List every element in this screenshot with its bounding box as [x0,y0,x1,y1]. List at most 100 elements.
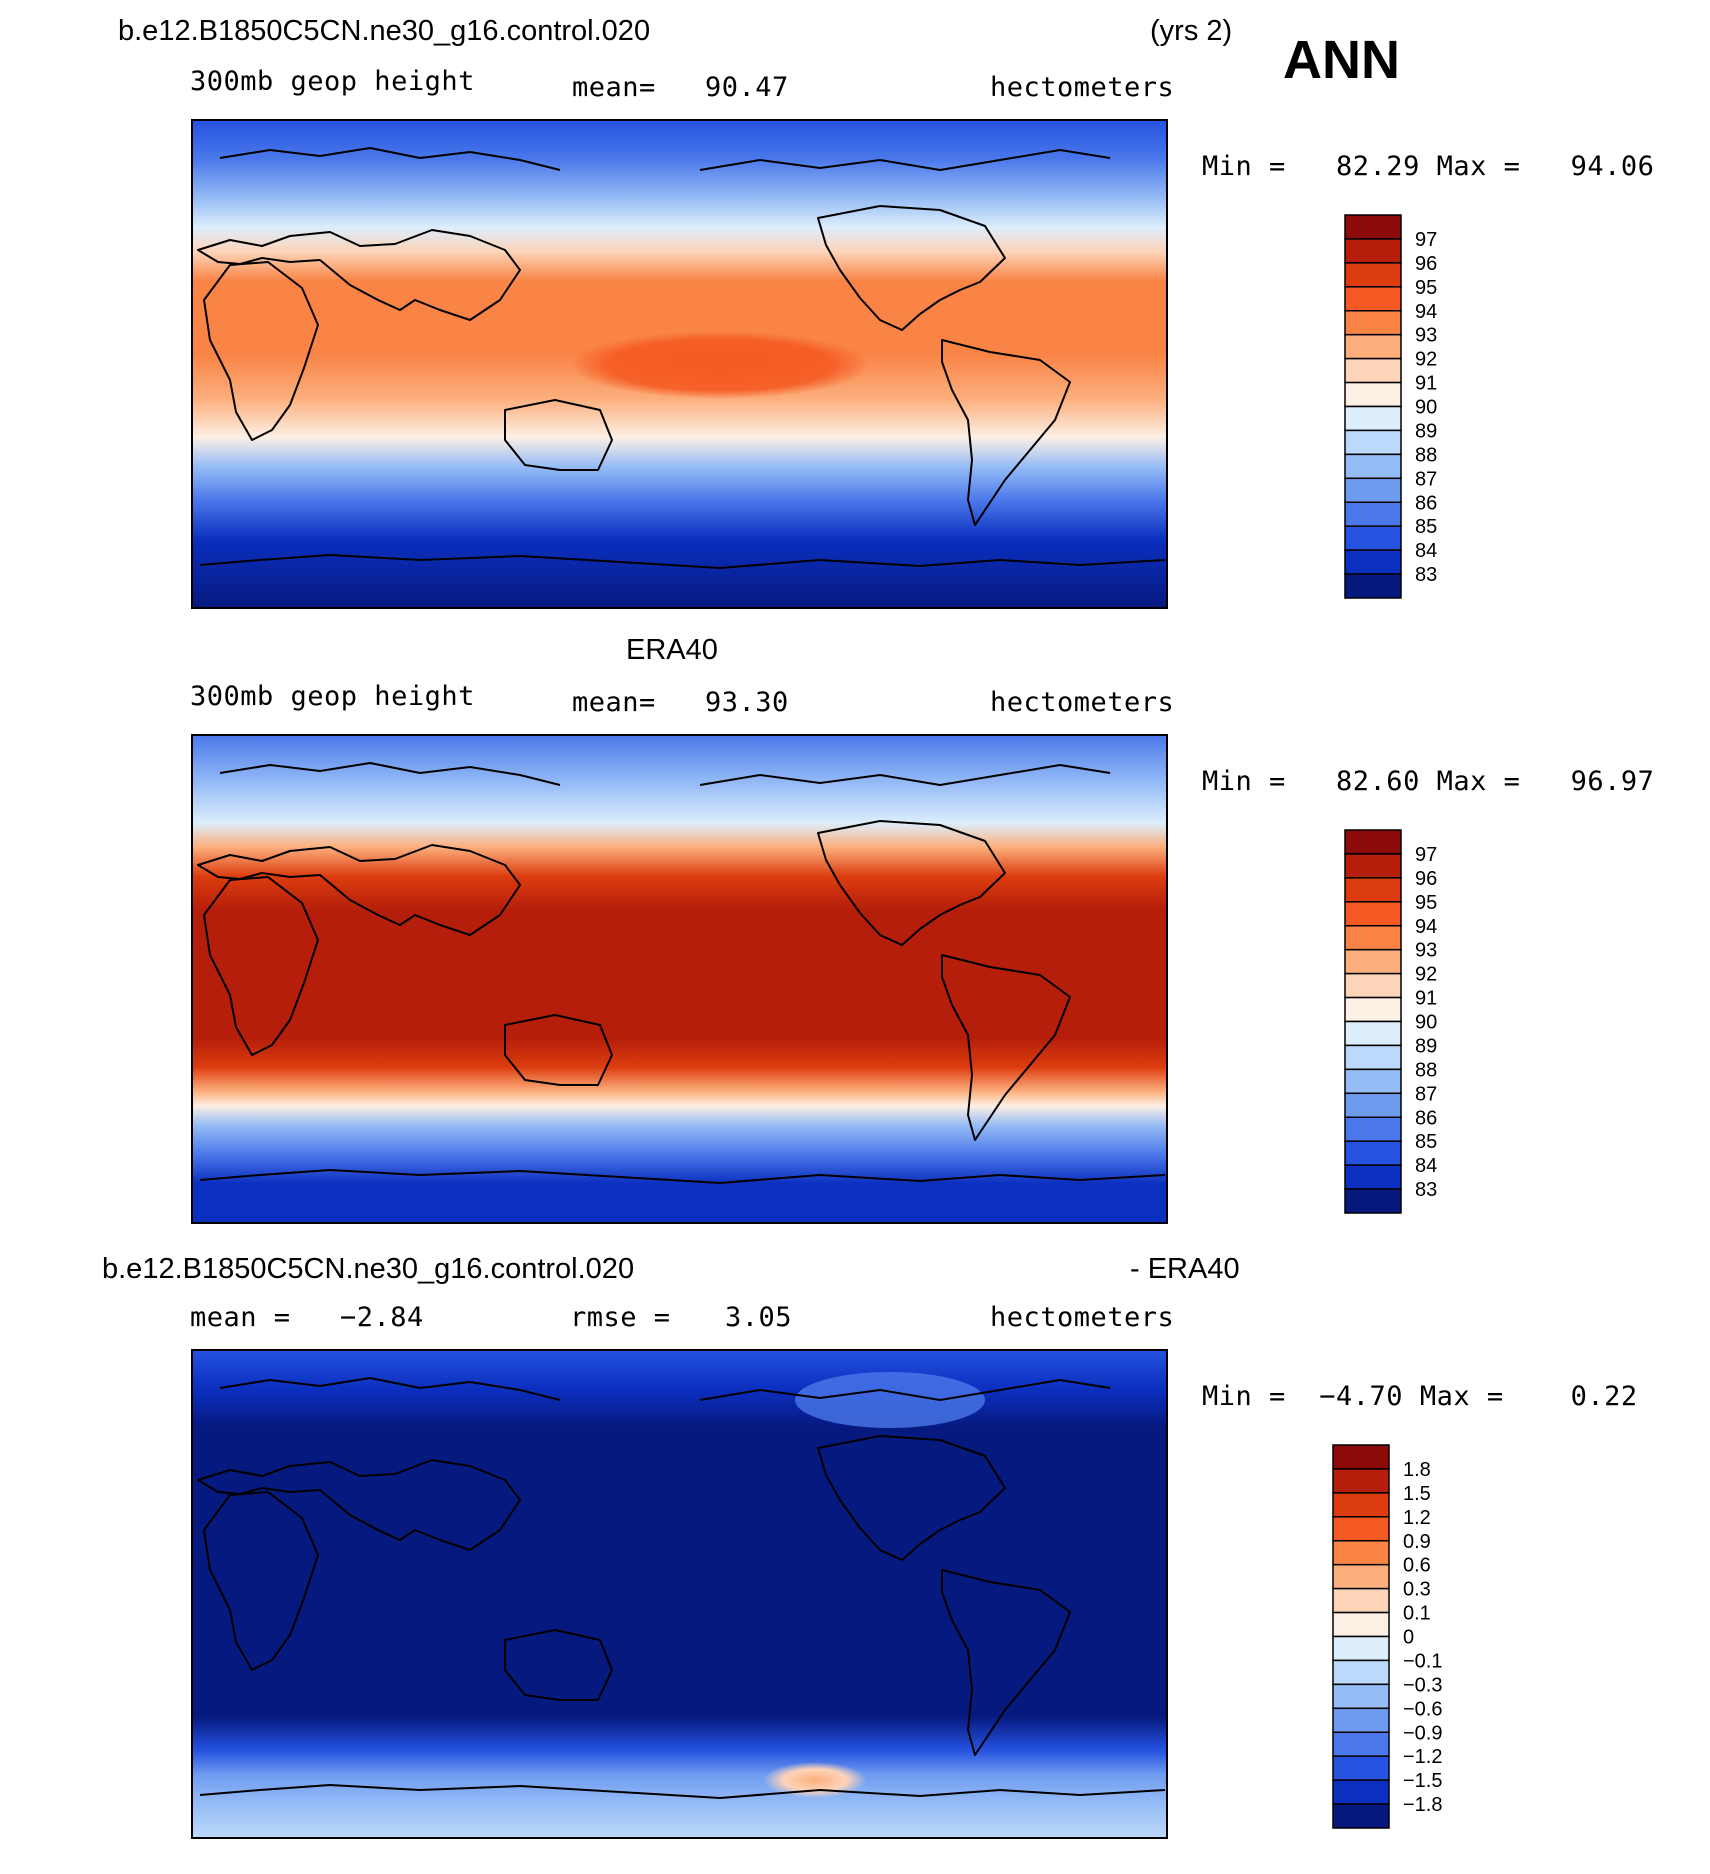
arctic-anomaly [795,1372,985,1428]
colorbar-box [1344,996,1402,1023]
panel-title: b.e12.B1850C5CN.ne30_g16.control.020 [118,15,650,47]
colorbar-label: −0.3 [1403,1674,1442,1696]
map-frame [191,119,1168,609]
colorbar-box [1332,1779,1390,1805]
colorbar-box [1332,1707,1390,1733]
colorbar-box [1344,549,1402,575]
colorbar-label: 90 [1415,1012,1437,1034]
colorbar-box [1332,1516,1390,1542]
colorbar-box [1344,262,1402,288]
colorbar-label: 1.5 [1403,1483,1431,1505]
panel-model: b.e12.B1850C5CN.ne30_g16.control.020 (yr… [118,15,1654,609]
colorbar-box [1344,357,1402,384]
colorbar-label: 88 [1415,444,1437,466]
colorbar-box [1344,453,1402,480]
colorbar: 1.81.51.20.90.60.30.10−0.1−0.3−0.6−0.9−1… [1332,1444,1442,1829]
colorbar-label: 0 [1403,1627,1414,1649]
colorbar-label: 85 [1415,1131,1437,1153]
colorbar-label: −0.6 [1403,1698,1442,1720]
colorbar-box [1332,1563,1390,1590]
colorbar-box [1344,925,1402,951]
colorbar-label: 94 [1415,301,1437,323]
colorbar-box [1344,238,1402,264]
colorbar-label: −0.9 [1403,1722,1442,1744]
colorbar-label: −0.1 [1403,1650,1442,1672]
coastlines [197,1377,1166,1799]
variable-label: 300mb geop height [190,66,475,97]
panel-difference: b.e12.B1850C5CN.ne30_g16.control.020 - E… [102,1253,1638,1839]
colorbar-box [1344,948,1402,975]
season-label: ANN [1283,30,1400,90]
min-max-text: Min = −4.70 Max = 0.22 [1202,1381,1638,1412]
panel-title: ERA40 [626,634,718,666]
mean-value: −2.84 [340,1302,424,1333]
colorbar-label: 1.8 [1403,1459,1431,1481]
colorbar-label: −1.5 [1403,1770,1442,1792]
colorbar-box [1344,829,1402,855]
colorbar-label: 86 [1415,492,1437,514]
colorbar-box [1332,1468,1390,1494]
colorbar-label: 92 [1415,349,1437,371]
colorbar-box [1332,1492,1390,1518]
colorbar-box [1344,877,1402,903]
panel-title-right: - ERA40 [1130,1253,1240,1285]
colorbar-label: 90 [1415,397,1437,419]
colorbar-box [1344,1188,1402,1214]
colorbar-label: 91 [1415,988,1437,1010]
colorbar-box [1344,1164,1402,1190]
colorbar-label: 84 [1415,540,1437,562]
colorbar-label: 83 [1415,564,1437,586]
colorbar-box [1344,1020,1402,1047]
map-field [192,735,1167,1223]
units-label: hectometers [990,687,1174,718]
colorbar-label: 86 [1415,1107,1437,1129]
rmse-label: rmse = [570,1302,671,1333]
colorbar-box [1344,405,1402,432]
colorbar-box [1344,1092,1402,1118]
colorbar-label: 92 [1415,964,1437,986]
colorbar-box [1344,1044,1402,1071]
colorbar-label: 89 [1415,1035,1437,1057]
colorbar-box [1332,1755,1390,1781]
map-field [192,1350,1167,1838]
colorbar-label: 93 [1415,325,1437,347]
colorbar-box [1344,310,1402,336]
colorbar-box [1344,1068,1402,1095]
colorbar-label: 93 [1415,940,1437,962]
colorbar-box [1332,1731,1390,1757]
colorbar-box [1332,1444,1390,1470]
colorbar-label: 91 [1415,373,1437,395]
colorbar-label: −1.2 [1403,1746,1442,1768]
colorbar-label: 94 [1415,916,1437,938]
colorbar-box [1332,1635,1390,1662]
colorbar-label: 0.1 [1403,1603,1431,1625]
colorbar-box [1344,286,1402,312]
colorbar-label: 0.3 [1403,1579,1431,1601]
warm-anomaly [763,1762,867,1798]
colorbar-box [1344,573,1402,599]
mean-label: mean= [572,72,656,103]
coastlines [197,762,1166,1184]
colorbar-box [1332,1683,1390,1710]
map-frame [191,1349,1168,1839]
colorbar-box [1344,972,1402,999]
min-max-text: Min = 82.60 Max = 96.97 [1202,766,1654,797]
colorbar-label: −1.8 [1403,1794,1442,1816]
colorbar-label: 0.9 [1403,1531,1431,1553]
colorbar-label: 84 [1415,1155,1437,1177]
colorbar-box [1344,214,1402,240]
colorbar-box [1332,1803,1390,1829]
colorbar-box [1344,1116,1402,1142]
warm-pool [570,331,870,399]
variable-label: 300mb geop height [190,681,475,712]
colorbar-label: 95 [1415,892,1437,914]
colorbar-label: 87 [1415,1083,1437,1105]
units-label: hectometers [990,1302,1174,1333]
colorbar-box [1344,381,1402,408]
colorbar-label: 97 [1415,844,1437,866]
units-label: hectometers [990,72,1174,103]
colorbar-label: 96 [1415,253,1437,275]
map-frame [191,734,1168,1224]
